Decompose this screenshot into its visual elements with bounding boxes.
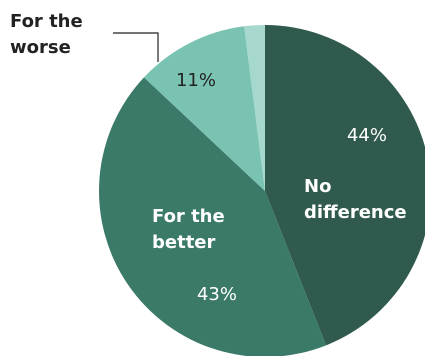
pie-labels: 44% No difference For the better 43% 11% For th… <box>10 11 407 305</box>
pie-slices <box>99 25 425 356</box>
slice-category-label-no-difference-line-2: difference <box>304 202 407 223</box>
pie-slice-for-the-worse <box>143 26 265 191</box>
slice-value-label-no-difference: 44% <box>347 125 387 146</box>
slice-category-label-for-the-worse-line-2: worse <box>10 37 71 58</box>
leader-line-for-the-worse <box>113 32 159 62</box>
slice-category-label-for-the-worse-line-1: For the <box>10 11 83 32</box>
pie-slice-no-difference <box>265 25 425 346</box>
slice-category-label-no-difference-line-1: No <box>304 176 331 197</box>
pie-slice-for-the-better <box>99 77 327 356</box>
slice-category-label-for-the-better-line-1: For the <box>152 206 225 227</box>
pie-slice-slice-3 <box>244 25 265 191</box>
slice-value-label-for-the-worse: 11% <box>176 70 216 91</box>
slice-value-label-for-the-better: 43% <box>197 284 237 305</box>
slice-category-label-for-the-better-line-2: better <box>152 232 216 253</box>
